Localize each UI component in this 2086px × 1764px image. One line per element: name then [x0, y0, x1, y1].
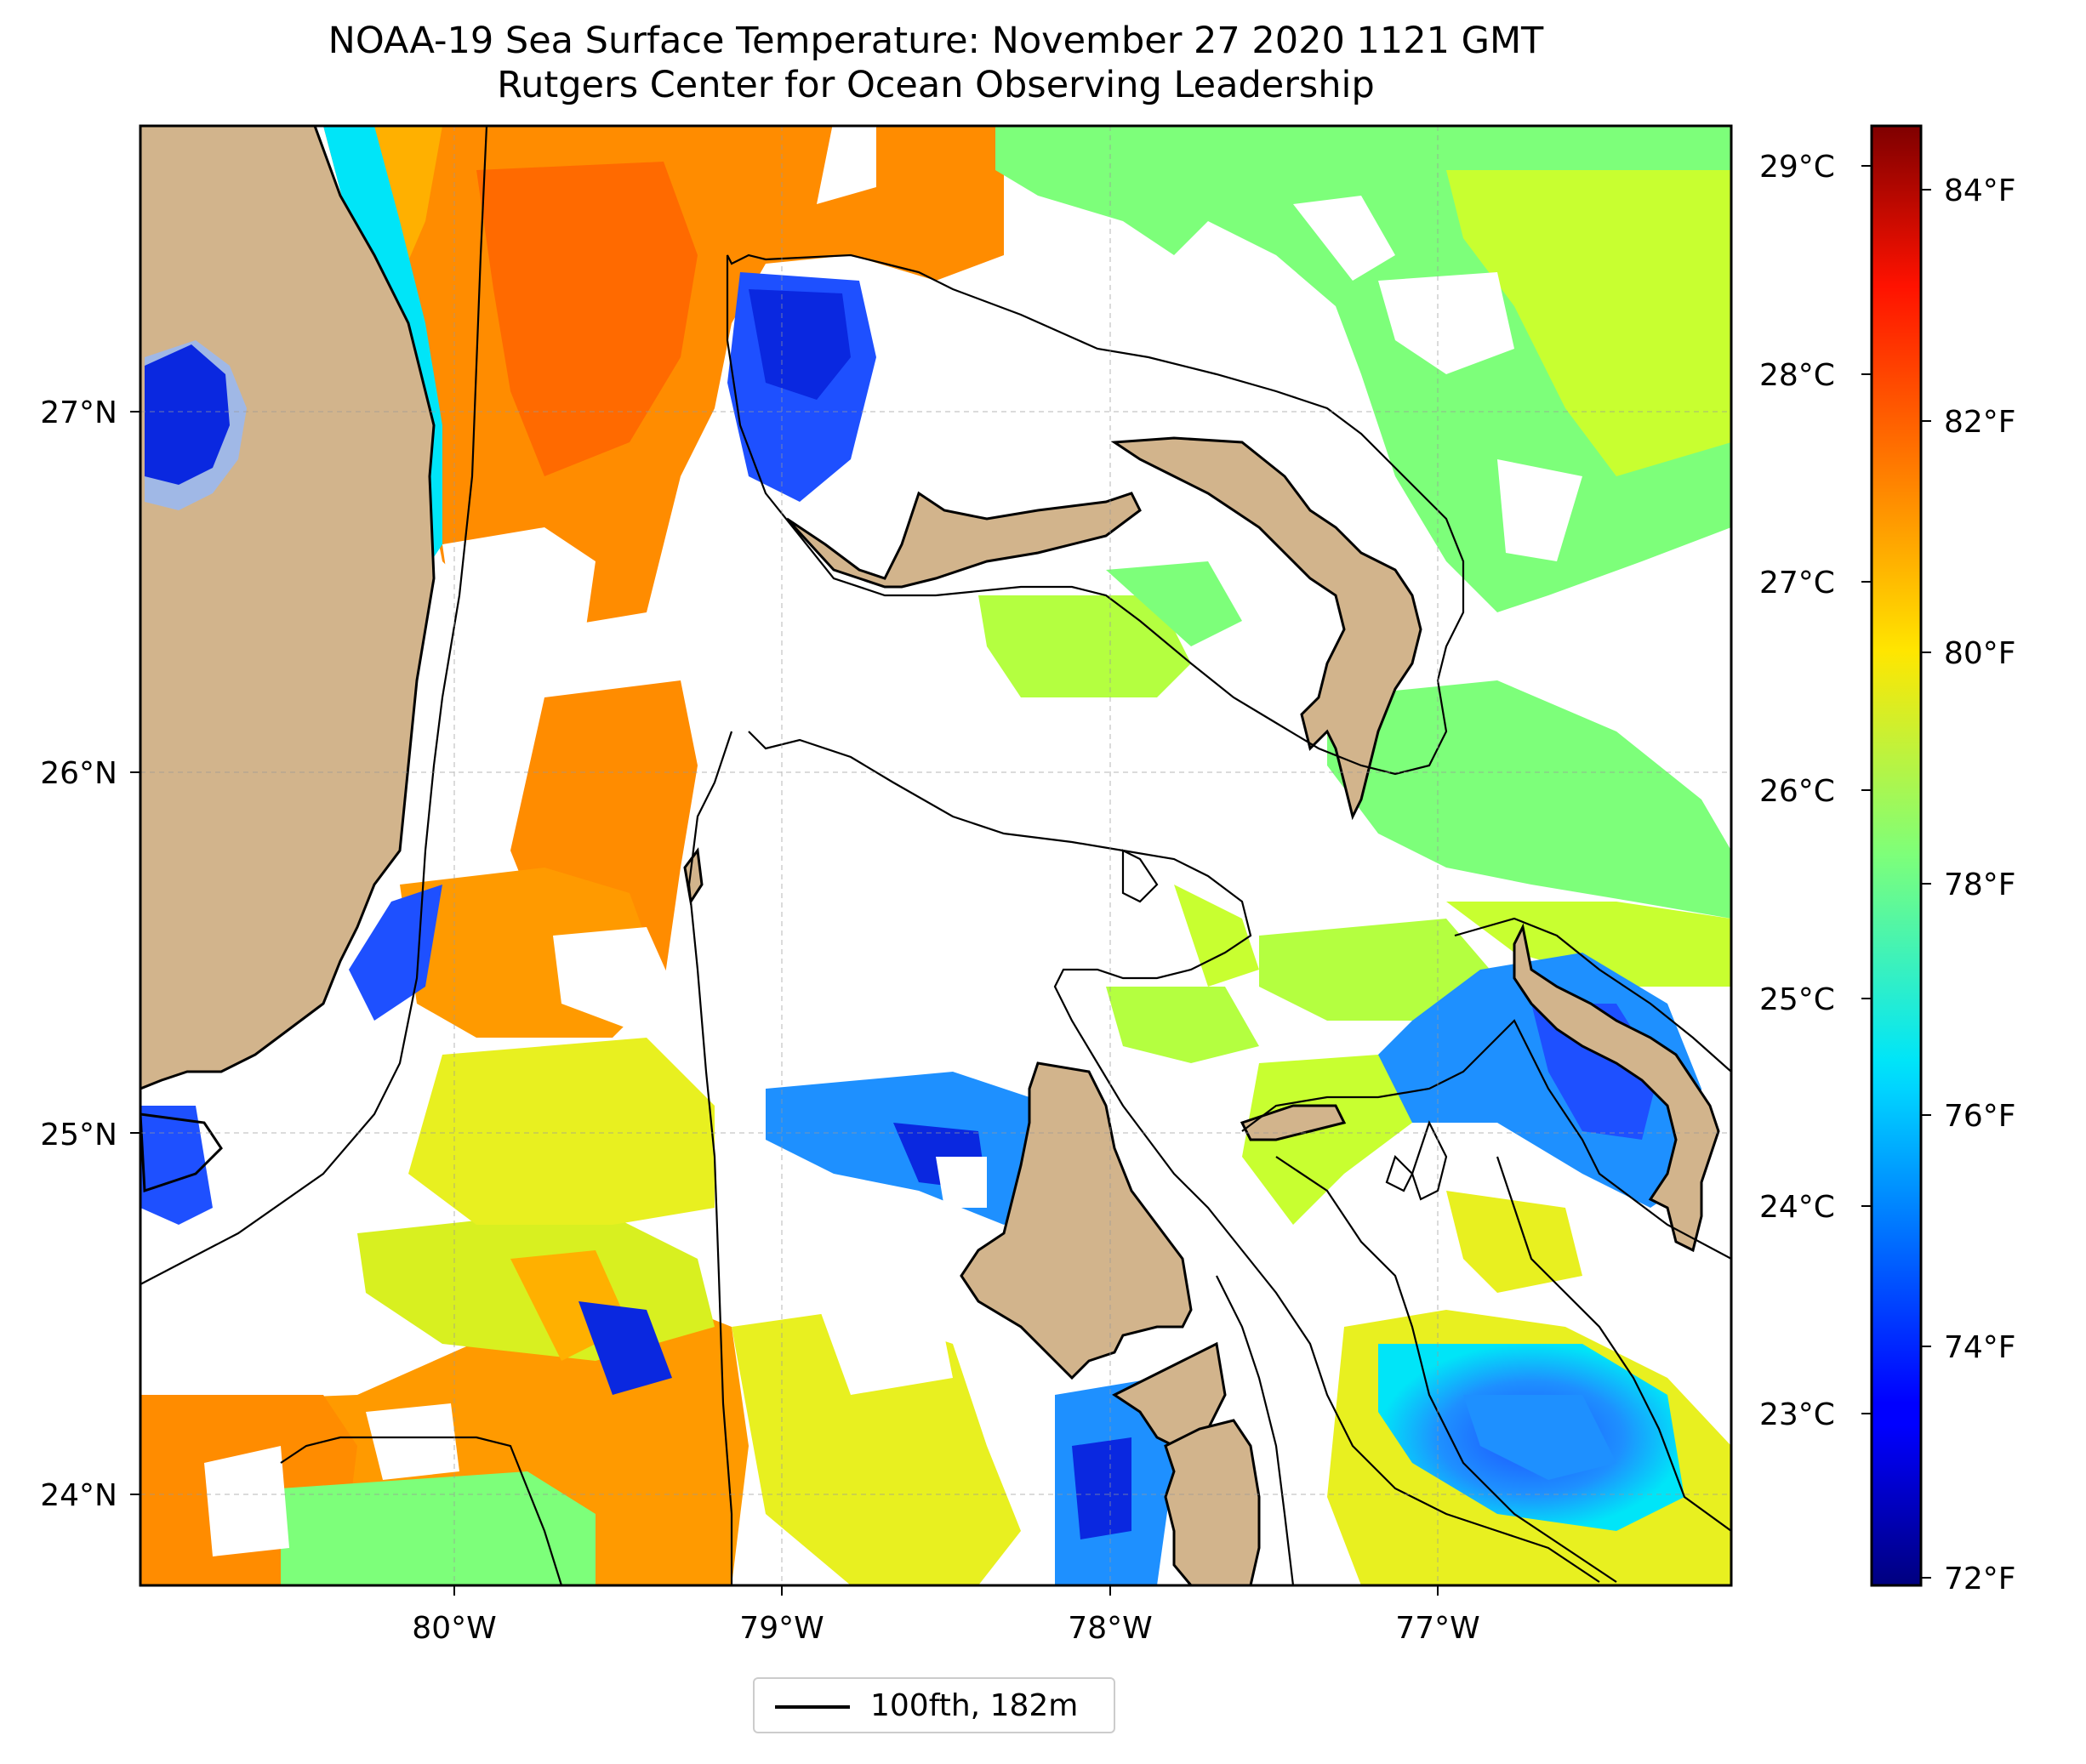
title-line-2: Rutgers Center for Ocean Observing Leade… — [497, 64, 1375, 106]
celsius-tick-label: 25°C — [1759, 982, 1835, 1017]
fahrenheit-tick-label: 82°F — [1944, 405, 2016, 440]
legend: 100fth, 182m — [753, 1677, 1115, 1733]
fahrenheit-tick-label: 80°F — [1944, 636, 2016, 671]
x-tick-label: 78°W — [1068, 1611, 1152, 1646]
x-tick-label: 77°W — [1395, 1611, 1479, 1646]
isobath-100fth — [140, 126, 1731, 1585]
y-tick-label: 27°N — [40, 395, 117, 430]
x-axis-labels: 80°W 79°W 78°W 77°W — [412, 1611, 1479, 1646]
plot-frame — [139, 124, 1733, 1587]
y-tick-label: 26°N — [40, 756, 117, 791]
celsius-tick-label: 23°C — [1759, 1397, 1835, 1432]
x-tick-label: 79°W — [739, 1611, 824, 1646]
y-axis-labels: 24°N 25°N 26°N 27°N — [40, 395, 117, 1513]
colorbar-gradient — [1870, 124, 1923, 1587]
title-line-1: NOAA-19 Sea Surface Temperature: Novembe… — [328, 20, 1544, 62]
sst-field — [140, 126, 1731, 1585]
colorbar: 23°C 24°C 25°C 26°C 27°C 28°C 29°C 72°F … — [1759, 124, 2016, 1596]
plot-area — [140, 126, 1731, 1585]
fahrenheit-tick-label: 72°F — [1944, 1562, 2016, 1596]
axis-ticks — [130, 411, 1439, 1596]
legend-label: 100fth, 182m — [870, 1688, 1079, 1723]
celsius-tick-label: 28°C — [1759, 358, 1835, 393]
gridlines — [140, 126, 1731, 1585]
y-tick-label: 24°N — [40, 1478, 117, 1513]
fahrenheit-tick-label: 74°F — [1944, 1330, 2016, 1365]
land — [140, 126, 1720, 1585]
x-tick-label: 80°W — [412, 1611, 496, 1646]
legend-line-swatch — [775, 1705, 850, 1709]
celsius-tick-label: 24°C — [1759, 1190, 1835, 1225]
celsius-tick-label: 29°C — [1759, 150, 1835, 185]
map-title: NOAA-19 Sea Surface Temperature: Novembe… — [0, 19, 1872, 107]
fahrenheit-tick-label: 78°F — [1944, 868, 2016, 902]
fahrenheit-tick-label: 84°F — [1944, 174, 2016, 208]
celsius-tick-label: 26°C — [1759, 774, 1835, 809]
celsius-tick-label: 27°C — [1759, 566, 1835, 600]
fahrenheit-tick-label: 76°F — [1944, 1099, 2016, 1134]
y-tick-label: 25°N — [40, 1118, 117, 1152]
